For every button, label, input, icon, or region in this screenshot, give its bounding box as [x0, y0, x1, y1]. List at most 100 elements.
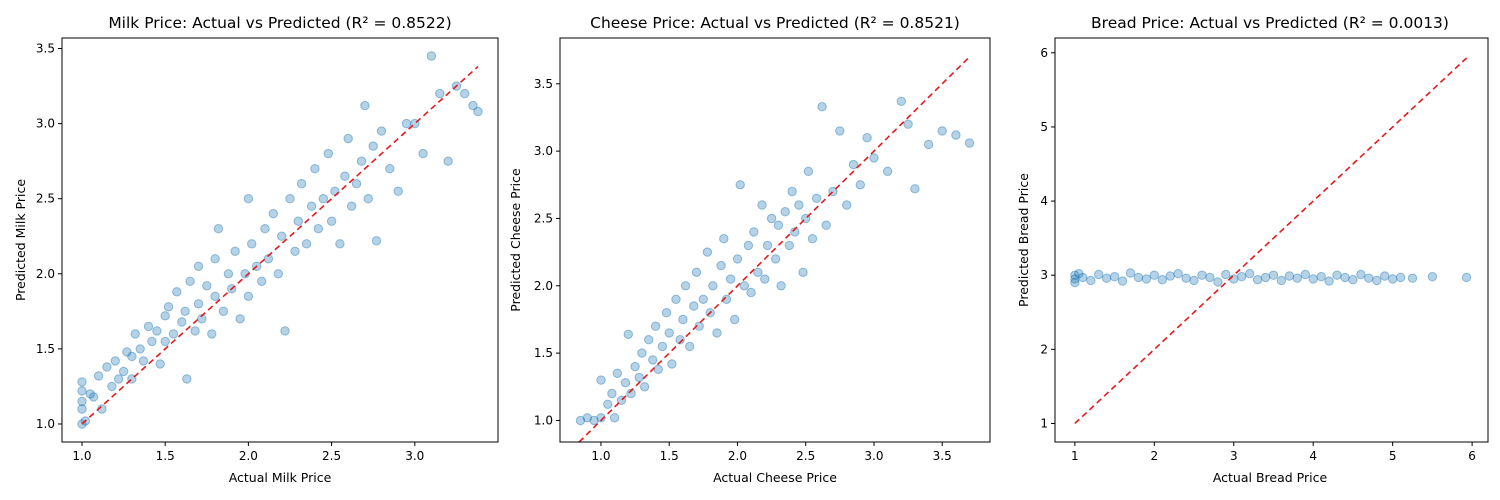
- milk-data-point: [268, 209, 278, 219]
- bread-data-point: [1133, 272, 1144, 283]
- bread-xtick-label: 4: [1309, 449, 1317, 463]
- milk-points: [77, 51, 483, 429]
- bread-panel: Bread Price: Actual vs Predicted (R² = 0…: [1016, 14, 1489, 485]
- milk-data-point: [77, 386, 87, 396]
- cheese-data-point: [746, 287, 756, 298]
- bread-xtick-label: 2: [1150, 449, 1158, 463]
- milk-data-point: [138, 356, 149, 366]
- cheese-panel: Cheese Price: Actual vs Predicted (R² = …: [508, 14, 991, 485]
- bread-data-point: [1074, 269, 1084, 279]
- cheese-data-point: [671, 294, 681, 304]
- cheese-data-point: [790, 227, 800, 237]
- milk-data-point: [243, 194, 254, 204]
- cheese-data-point: [620, 378, 631, 388]
- milk-data-point: [202, 281, 212, 291]
- milk-data-point: [230, 246, 240, 257]
- cheese-data-point: [657, 341, 668, 352]
- cheese-data-point: [582, 413, 592, 423]
- milk-data-point: [77, 377, 87, 387]
- milk-data-point: [323, 148, 333, 159]
- milk-data-point: [88, 392, 99, 402]
- cheese-data-point: [685, 341, 695, 352]
- cheese-data-point: [766, 213, 777, 224]
- cheese-data-point: [694, 321, 704, 331]
- cheese-data-point: [650, 321, 661, 331]
- cheese-ytick-label: 1.5: [534, 346, 553, 360]
- milk-ytick-label: 3.0: [36, 117, 55, 131]
- cheese-data-point: [787, 186, 797, 197]
- milk-data-point: [296, 179, 307, 189]
- bread-data-point: [1316, 272, 1326, 282]
- bread-data-point: [1324, 276, 1334, 286]
- milk-data-point: [260, 224, 270, 234]
- bread-data-point: [1197, 270, 1207, 280]
- cheese-data-point: [708, 281, 718, 291]
- bread-xticks: 1 2 3 4 5 6: [1071, 442, 1476, 463]
- milk-data-point: [351, 179, 362, 189]
- milk-ylabel: Predicted Milk Price: [13, 179, 28, 301]
- cheese-xlabel: Actual Cheese Price: [713, 470, 837, 485]
- cheese-data-point: [596, 375, 606, 385]
- milk-data-point: [185, 276, 195, 286]
- bread-data-point: [1284, 271, 1295, 281]
- milk-data-point: [401, 118, 412, 129]
- bread-data-point: [1364, 273, 1374, 283]
- bread-data-point: [1407, 273, 1418, 283]
- bread-data-point: [1427, 272, 1438, 282]
- cheese-xtick-label: 2.0: [728, 449, 747, 463]
- bread-data-point: [1300, 269, 1311, 280]
- milk-data-point: [193, 261, 204, 271]
- milk-data-point: [426, 51, 437, 61]
- bread-yticks: 1 2 3 4 5 6: [1040, 46, 1055, 430]
- cheese-data-point: [719, 234, 729, 244]
- cheese-ytick-label: 2.5: [534, 211, 553, 225]
- milk-data-point: [127, 351, 137, 362]
- cheese-data-point: [609, 413, 620, 423]
- cheese-ytick-label: 2.0: [534, 279, 553, 293]
- cheese-xtick-label: 3.0: [864, 449, 883, 463]
- bread-xtick-label: 1: [1071, 449, 1079, 463]
- bread-data-point: [1292, 273, 1303, 283]
- bread-data-point: [1205, 272, 1215, 283]
- milk-xtick-label: 2.5: [322, 449, 341, 463]
- cheese-data-point: [603, 399, 613, 409]
- milk-data-point: [460, 88, 470, 99]
- milk-data-point: [93, 371, 104, 381]
- milk-xtick-label: 2.0: [239, 449, 258, 463]
- milk-data-point: [285, 194, 295, 204]
- bread-data-point: [1101, 273, 1112, 283]
- milk-data-point: [235, 314, 245, 324]
- milk-title: Milk Price: Actual vs Predicted (R² = 0.…: [108, 14, 451, 32]
- cheese-data-point: [702, 247, 713, 257]
- cheese-data-point: [667, 359, 677, 369]
- cheese-data-point: [780, 207, 790, 217]
- cheese-data-point: [848, 159, 859, 170]
- milk-data-point: [346, 201, 357, 211]
- cheese-xtick-label: 1.5: [660, 449, 679, 463]
- bread-data-point: [1189, 275, 1199, 286]
- bread-data-point: [1380, 271, 1390, 281]
- bread-data-point: [1094, 269, 1104, 280]
- cheese-data-point: [784, 240, 794, 251]
- milk-data-point: [102, 362, 112, 372]
- cheese-data-point: [639, 382, 650, 392]
- milk-data-point: [180, 306, 190, 316]
- bread-data-point: [1157, 275, 1168, 285]
- bread-data-point: [1078, 272, 1088, 283]
- cheese-data-point: [760, 274, 770, 284]
- cheese-data-point: [680, 281, 691, 291]
- milk-data-point: [293, 216, 303, 226]
- bread-data-point: [1245, 269, 1255, 279]
- milk-data-point: [368, 141, 378, 151]
- cheese-data-point: [712, 328, 722, 338]
- cheese-points: [575, 96, 975, 426]
- cheese-xtick-label: 2.5: [796, 449, 815, 463]
- cheese-data-point: [807, 234, 818, 244]
- milk-panel: Milk Price: Actual vs Predicted (R² = 0.…: [13, 14, 499, 485]
- cheese-data-point: [678, 314, 688, 325]
- cheese-plot-frame: [559, 37, 991, 443]
- cheese-data-point: [869, 153, 879, 163]
- milk-data-point: [160, 311, 170, 321]
- milk-data-point: [310, 164, 320, 174]
- cheese-data-point: [730, 314, 740, 325]
